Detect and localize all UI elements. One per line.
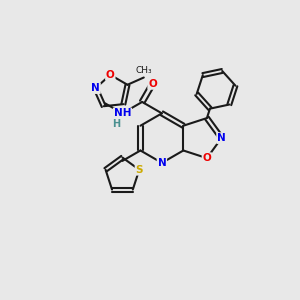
- Text: N: N: [91, 83, 100, 93]
- Text: N: N: [217, 133, 226, 143]
- Text: O: O: [202, 153, 211, 163]
- Text: H: H: [112, 119, 121, 129]
- Text: S: S: [136, 165, 143, 175]
- Text: N: N: [158, 158, 166, 168]
- Text: O: O: [148, 79, 157, 89]
- Text: CH₃: CH₃: [136, 65, 152, 74]
- Text: NH: NH: [114, 108, 131, 118]
- Text: O: O: [106, 70, 115, 80]
